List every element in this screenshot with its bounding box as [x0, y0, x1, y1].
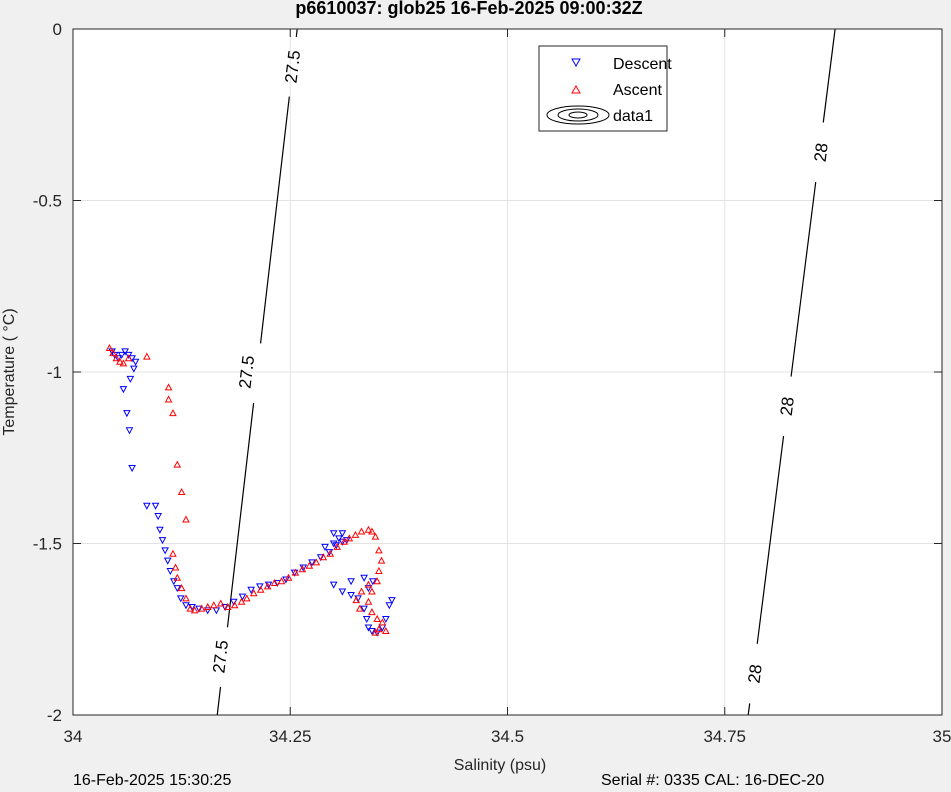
legend[interactable]: Descent Ascent data1 [539, 46, 672, 131]
contour-label-27.5: 27.5 [282, 49, 305, 84]
contour-label-28: 28 [811, 142, 832, 163]
contour-label-27.5: 27.5 [235, 354, 258, 389]
contour-label-28: 28 [745, 663, 766, 684]
legend-descent-label: Descent [613, 56, 672, 73]
y-tick-label: 0 [53, 20, 62, 39]
x-tick-label: 34.25 [269, 727, 312, 746]
contour-label-28: 28 [777, 396, 798, 417]
x-axis-label: Salinity (psu) [454, 757, 546, 774]
x-tick-label: 34 [64, 727, 83, 746]
footer-timestamp: 16-Feb-2025 15:30:25 [73, 772, 231, 790]
chart-title: p6610037: glob25 16-Feb-2025 09:00:32Z [295, 0, 642, 18]
legend-ascent-label: Ascent [613, 82, 662, 99]
footer-serial-cal: Serial #: 0335 CAL: 16-DEC-20 [601, 772, 824, 790]
y-tick-label: -0.5 [33, 192, 62, 211]
x-tick-label: 35 [933, 727, 951, 746]
x-tick-label: 34.75 [703, 727, 746, 746]
legend-data1-label: data1 [613, 108, 653, 125]
x-tick-label: 34.5 [491, 727, 524, 746]
y-tick-label: -1.5 [33, 535, 62, 554]
y-tick-label: -1 [47, 363, 62, 382]
y-tick-label: -2 [47, 706, 62, 725]
y-axis-label: Temperature ( °C) [1, 308, 18, 435]
contour-label-27.5: 27.5 [209, 639, 232, 674]
